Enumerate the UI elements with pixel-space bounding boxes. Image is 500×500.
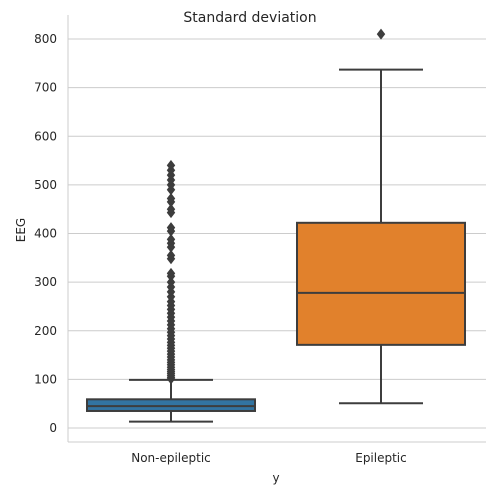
y-axis-label: EEG <box>14 218 28 242</box>
boxes <box>86 28 466 423</box>
y-tick-label: 400 <box>34 227 57 241</box>
y-tick-label: 300 <box>34 275 57 289</box>
outlier-point <box>376 28 386 40</box>
y-tick-label: 800 <box>34 32 57 46</box>
y-tick-label: 0 <box>49 421 57 435</box>
x-tick-labels: Non-epileptic Epileptic <box>131 451 407 465</box>
iqr-box <box>296 221 466 346</box>
outlier-point <box>166 267 176 279</box>
y-tick-label: 100 <box>34 372 57 386</box>
outlier-point <box>166 192 176 204</box>
outlier-point <box>166 276 176 288</box>
outlier-point <box>166 159 176 171</box>
chart-title: Standard deviation <box>183 10 316 26</box>
y-tick-label: 500 <box>34 178 57 192</box>
x-tick-label: Epileptic <box>355 451 407 465</box>
outlier-point <box>166 233 176 245</box>
x-tick-label: Non-epileptic <box>131 451 211 465</box>
y-tick-label: 600 <box>34 129 57 143</box>
box-group <box>296 28 466 405</box>
x-axis-label: y <box>272 471 279 485</box>
outlier-point <box>166 222 176 234</box>
outlier-point <box>166 249 176 261</box>
outlier-point <box>166 203 176 215</box>
y-tick-labels: 0 100 200 300 400 500 600 700 800 <box>34 32 57 435</box>
y-tick-label: 200 <box>34 324 57 338</box>
y-tick-label: 700 <box>34 81 57 95</box>
box-group <box>86 159 256 423</box>
